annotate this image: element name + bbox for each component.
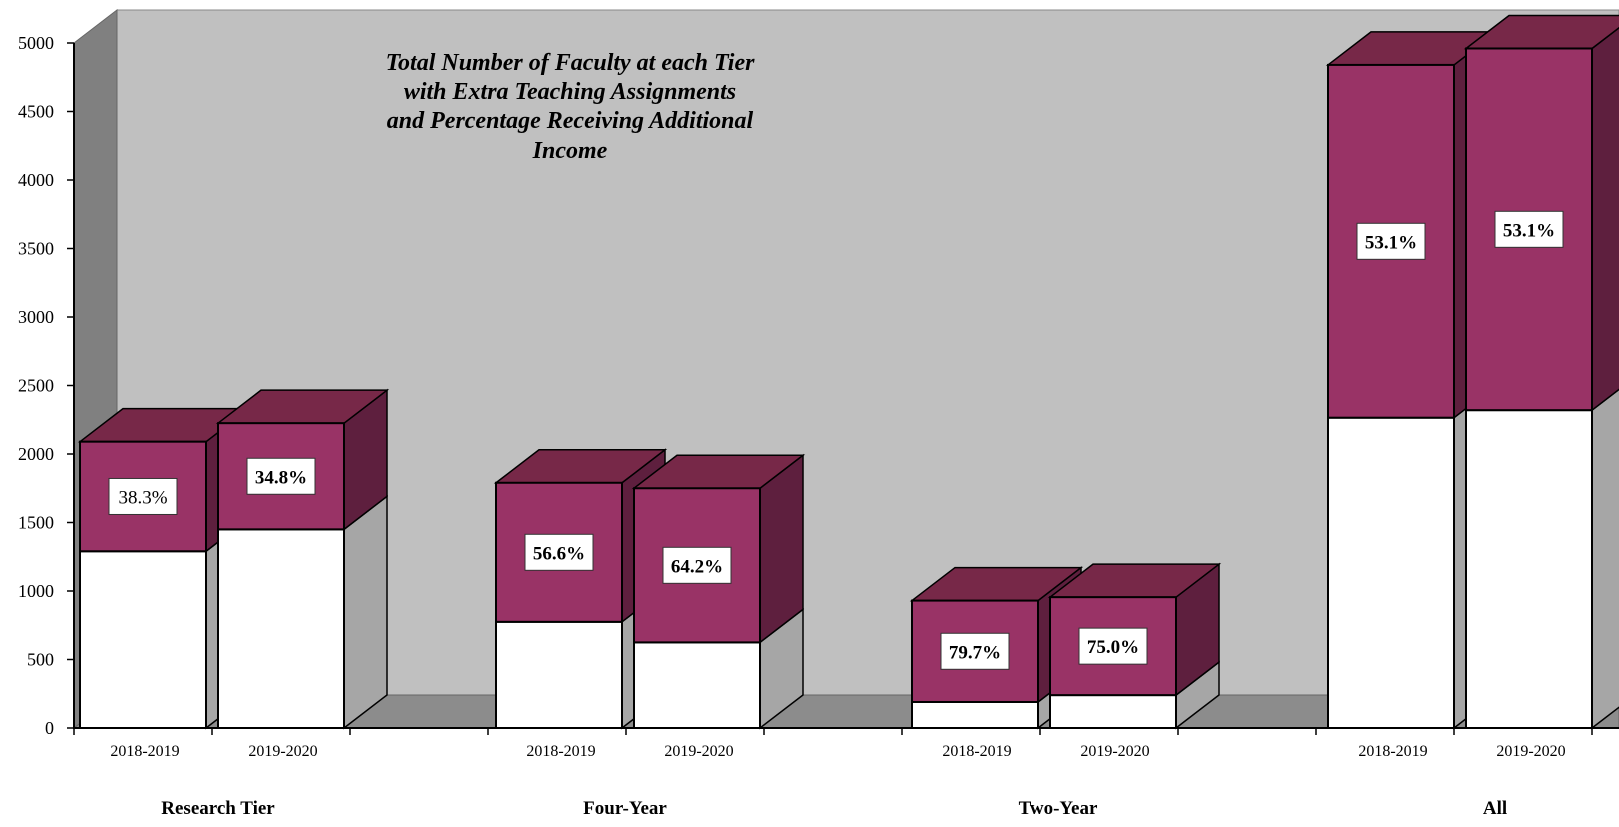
data-label-box <box>1356 222 1426 260</box>
data-label-box <box>524 533 594 571</box>
x-group-label: All <box>1483 798 1507 819</box>
data-label: 79.7% <box>949 642 1001 663</box>
data-label: 53.1% <box>1365 232 1417 253</box>
data-label-box <box>246 457 316 495</box>
y-tick-label: 0 <box>45 718 54 738</box>
bar-bottom-segment <box>1049 694 1177 729</box>
data-label: 64.2% <box>671 556 723 577</box>
y-tick-label: 3000 <box>18 307 54 327</box>
bar-bottom-segment <box>217 528 345 729</box>
chart-title-line: Total Number of Faculty at each Tier <box>386 50 756 76</box>
data-label: 75.0% <box>1087 637 1139 658</box>
y-tick-label: 4500 <box>18 102 54 122</box>
bar-bottom-segment <box>1327 416 1455 729</box>
data-label: 53.1% <box>1503 220 1555 241</box>
x-category-label: 2018-2019 <box>1358 743 1427 760</box>
y-tick-label: 2000 <box>18 444 54 464</box>
x-group-label: Research Tier <box>161 798 275 819</box>
data-label-box <box>662 546 732 584</box>
y-tick-label: 5000 <box>18 33 54 53</box>
x-category-label: 2019-2020 <box>248 743 317 760</box>
y-tick-label: 3500 <box>18 239 54 259</box>
data-label-box <box>1494 210 1564 248</box>
bar-bottom-side <box>343 494 388 730</box>
x-category-label: 2019-2020 <box>1080 743 1149 760</box>
x-category-label: 2018-2019 <box>110 743 179 760</box>
y-tick-label: 4000 <box>18 170 54 190</box>
data-label: 38.3% <box>118 487 167 508</box>
x-category-label: 2019-2020 <box>1496 743 1565 760</box>
bar-bottom-side <box>1591 388 1619 730</box>
x-category-label: 2018-2019 <box>942 743 1011 760</box>
data-label: 56.6% <box>533 543 585 564</box>
y-tick-label: 500 <box>27 650 54 670</box>
data-label-box <box>940 632 1010 670</box>
x-category-label: 2018-2019 <box>526 743 595 760</box>
y-tick-label: 2500 <box>18 376 54 396</box>
x-group-label: Two-Year <box>1019 798 1098 819</box>
chart-title-line: and Percentage Receiving Additional <box>387 108 754 134</box>
bar-bottom-segment <box>495 620 623 730</box>
x-category-label: 2019-2020 <box>664 743 733 760</box>
y-tick-label: 1500 <box>18 513 54 533</box>
bar-bottom-segment <box>79 550 207 730</box>
x-group-label: Four-Year <box>583 798 667 819</box>
bar-bottom-segment <box>633 641 761 729</box>
data-label-box <box>108 477 178 515</box>
bar-bottom-segment <box>1465 409 1593 729</box>
bar-bottom-segment <box>911 700 1039 729</box>
data-label-box <box>1078 627 1148 665</box>
chart-title-line: Income <box>532 138 608 164</box>
chart-title-line: with Extra Teaching Assignments <box>404 79 736 105</box>
bar-top-side <box>1591 26 1619 412</box>
data-label: 34.8% <box>255 467 307 488</box>
y-tick-label: 1000 <box>18 581 54 601</box>
